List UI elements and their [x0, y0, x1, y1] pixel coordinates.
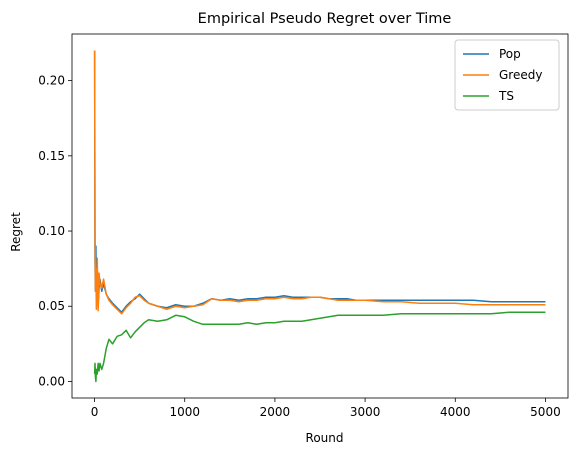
- x-tick-label: 1000: [169, 405, 200, 419]
- x-tick-label: 0: [91, 405, 99, 419]
- x-tick-label: 4000: [440, 405, 471, 419]
- y-tick-label: 0.15: [38, 149, 65, 163]
- y-tick-label: 0.00: [38, 374, 65, 388]
- x-tick-label: 3000: [350, 405, 381, 419]
- legend-label-greedy: Greedy: [499, 68, 542, 82]
- x-tick-label: 5000: [530, 405, 561, 419]
- y-tick-label: 0.05: [38, 299, 65, 313]
- x-tick-label: 2000: [260, 405, 291, 419]
- chart-title: Empirical Pseudo Regret over Time: [198, 11, 452, 27]
- x-axis-label: Round: [306, 431, 344, 445]
- y-tick-label: 0.10: [38, 224, 65, 238]
- legend-label-pop: Pop: [499, 47, 521, 61]
- y-tick-label: 0.20: [38, 74, 65, 88]
- y-axis-label: Regret: [9, 212, 23, 252]
- legend-label-ts: TS: [498, 89, 514, 103]
- legend: Pop Greedy TS: [455, 40, 559, 110]
